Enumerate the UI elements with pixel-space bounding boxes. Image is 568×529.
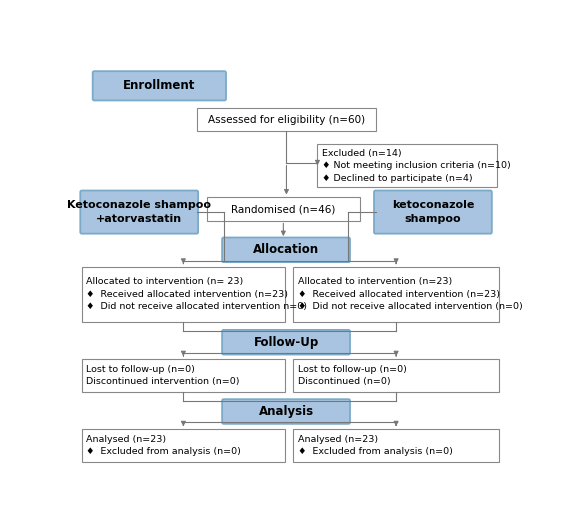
Text: Analysis: Analysis bbox=[258, 405, 314, 418]
FancyBboxPatch shape bbox=[93, 71, 226, 101]
Text: ketoconazole
shampoo: ketoconazole shampoo bbox=[392, 200, 474, 224]
FancyBboxPatch shape bbox=[207, 197, 360, 221]
FancyBboxPatch shape bbox=[222, 330, 350, 354]
Text: Allocation: Allocation bbox=[253, 243, 319, 257]
Text: Follow-Up: Follow-Up bbox=[253, 336, 319, 349]
FancyBboxPatch shape bbox=[82, 267, 285, 322]
FancyBboxPatch shape bbox=[374, 190, 492, 234]
FancyBboxPatch shape bbox=[197, 108, 375, 131]
FancyBboxPatch shape bbox=[82, 429, 285, 462]
FancyBboxPatch shape bbox=[318, 144, 497, 187]
Text: Enrollment: Enrollment bbox=[123, 79, 195, 92]
Text: Excluded (n=14)
♦ Not meeting inclusion criteria (n=10)
♦ Declined to participat: Excluded (n=14) ♦ Not meeting inclusion … bbox=[322, 149, 511, 183]
FancyBboxPatch shape bbox=[222, 399, 350, 424]
Text: Analysed (n=23)
♦  Excluded from analysis (n=0): Analysed (n=23) ♦ Excluded from analysis… bbox=[86, 435, 241, 456]
FancyBboxPatch shape bbox=[80, 190, 198, 234]
Text: Ketoconazole shampoo
+atorvastatin: Ketoconazole shampoo +atorvastatin bbox=[67, 200, 211, 224]
Text: Allocated to intervention (n= 23)
♦  Received allocated intervention (n=23)
♦  D: Allocated to intervention (n= 23) ♦ Rece… bbox=[86, 278, 307, 312]
FancyBboxPatch shape bbox=[294, 429, 499, 462]
Text: Lost to follow-up (n=0)
Discontinued intervention (n=0): Lost to follow-up (n=0) Discontinued int… bbox=[86, 364, 240, 386]
FancyBboxPatch shape bbox=[294, 267, 499, 322]
Text: Assessed for eligibility (n=60): Assessed for eligibility (n=60) bbox=[208, 115, 365, 125]
FancyBboxPatch shape bbox=[82, 359, 285, 391]
FancyBboxPatch shape bbox=[294, 359, 499, 391]
Text: Analysed (n=23)
♦  Excluded from analysis (n=0): Analysed (n=23) ♦ Excluded from analysis… bbox=[298, 435, 453, 456]
Text: Randomised (n=46): Randomised (n=46) bbox=[231, 204, 336, 214]
Text: Lost to follow-up (n=0)
Discontinued (n=0): Lost to follow-up (n=0) Discontinued (n=… bbox=[298, 364, 407, 386]
FancyBboxPatch shape bbox=[222, 238, 350, 262]
Text: Allocated to intervention (n=23)
♦  Received allocated intervention (n=23)
♦  Di: Allocated to intervention (n=23) ♦ Recei… bbox=[298, 278, 523, 312]
